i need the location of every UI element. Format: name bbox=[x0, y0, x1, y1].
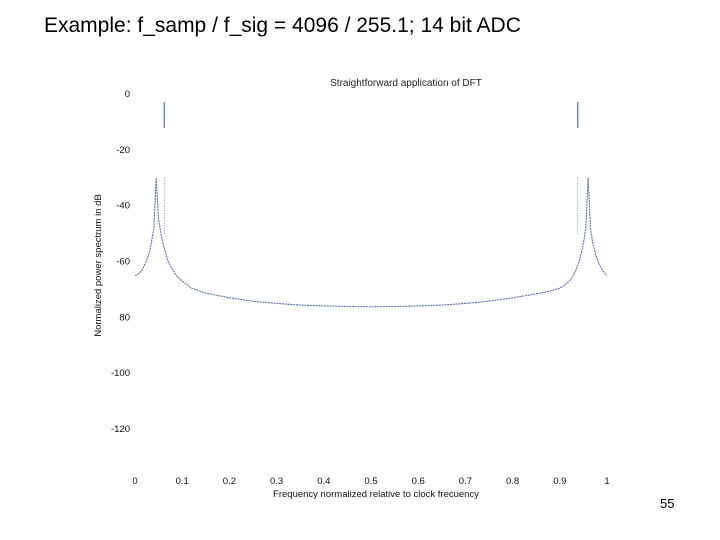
x-tick-label: 0.1 bbox=[176, 476, 189, 487]
x-tick-label: 0.9 bbox=[553, 476, 566, 487]
x-axis-label: Frequency normalized relative to clock f… bbox=[273, 489, 479, 500]
spectrum-line bbox=[134, 177, 608, 308]
slide-title: Example: f_samp / f_sig = 4096 / 255.1; … bbox=[44, 14, 521, 37]
y-tick-label: -100 bbox=[111, 368, 130, 379]
x-tick-label: 1 bbox=[604, 476, 609, 487]
chart-title: Straightforward application of DFT bbox=[330, 78, 482, 89]
y-tick-label: 80 bbox=[119, 312, 130, 323]
y-tick-label: -20 bbox=[116, 145, 130, 156]
y-axis-label: Normalized power spectrum in dB bbox=[93, 194, 104, 337]
y-tick-label: -120 bbox=[111, 424, 130, 435]
y-tick-label: -60 bbox=[116, 257, 130, 268]
x-tick-label: 0 bbox=[132, 476, 137, 487]
y-tick-label: 0 bbox=[125, 89, 130, 100]
x-tick-label: 0.4 bbox=[317, 476, 330, 487]
x-tick-label: 0.7 bbox=[459, 476, 472, 487]
x-tick-label: 0.3 bbox=[270, 476, 283, 487]
x-tick-label: 0.6 bbox=[412, 476, 425, 487]
x-tick-label: 0.2 bbox=[223, 476, 236, 487]
x-tick-label: 0.5 bbox=[364, 476, 377, 487]
page-number: 55 bbox=[660, 496, 675, 511]
x-tick-label: 0.8 bbox=[506, 476, 519, 487]
y-tick-label: -40 bbox=[116, 201, 130, 212]
